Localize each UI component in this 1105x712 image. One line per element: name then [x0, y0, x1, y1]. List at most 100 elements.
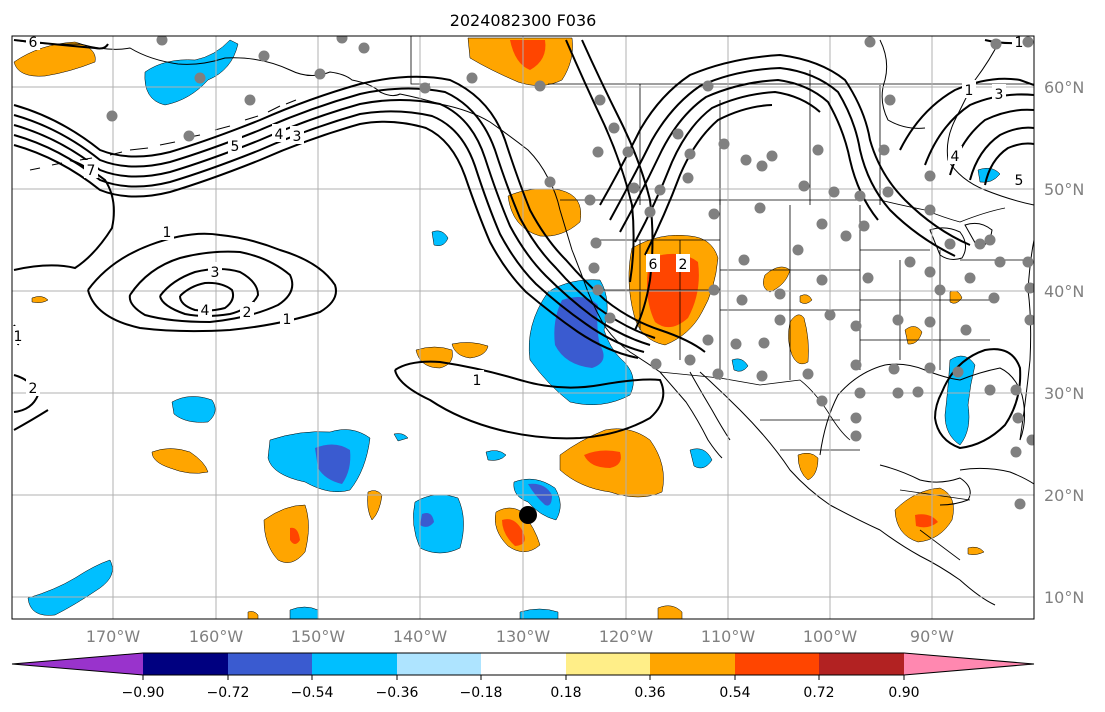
contour-jet-5 [13, 120, 639, 359]
station-dot [183, 130, 195, 142]
station-dot [892, 387, 904, 399]
map-panel: 1 2 3 4 1 1 5 4 3 7 6 6 2 1 [12, 35, 1034, 619]
station-dot [850, 320, 862, 332]
station-dot [824, 309, 836, 321]
neg-anomaly-small-3 [393, 433, 409, 442]
colorbar-bin-3 [312, 653, 397, 675]
coast-yucatan [879, 464, 971, 506]
colorbar-tick-label-8: 0.54 [719, 685, 750, 701]
station-dot [924, 170, 936, 182]
lat-label-10n: 10°N [1044, 588, 1084, 607]
station-dot [1024, 314, 1034, 326]
colorbar-tick-label-2: −0.72 [207, 685, 250, 701]
neg-anomaly-pacific-6 [289, 606, 319, 619]
contour-label-o: 3 [995, 87, 1004, 103]
pos-anomaly-plains [763, 266, 791, 293]
station-dot [718, 138, 730, 150]
station-dot [758, 337, 770, 349]
neg-anomaly-pacific-2-core [420, 513, 434, 527]
lon-label-100w: 100°W [803, 627, 858, 646]
station-dot [588, 262, 600, 274]
colorbar-bin-6 [566, 653, 650, 675]
contour-label-k: 6 [29, 35, 38, 51]
border-us-states [600, 200, 1030, 380]
coast-alaska [13, 39, 549, 179]
contour-jet-1 [13, 75, 706, 353]
contour-east-low-5 [984, 142, 1034, 186]
contour-west-edge-3 [13, 409, 49, 431]
storm-center-marker [519, 506, 537, 524]
station-dot [740, 154, 752, 166]
neg-anomaly-az [731, 358, 749, 372]
station-dot [812, 144, 824, 156]
station-dot [924, 362, 936, 374]
station-dot [960, 324, 972, 336]
contour-label-e: 1 [283, 312, 292, 328]
lat-label-40n: 40°N [1044, 282, 1084, 301]
pos-anomaly-great-basin-core [646, 253, 699, 328]
colorbar-tick-label-3: −0.54 [291, 685, 334, 701]
colorbar-ticks [142, 675, 905, 680]
station-dot [990, 38, 1002, 50]
border-us-canada [560, 199, 1006, 223]
station-dot [194, 72, 206, 84]
lon-label-120w: 120°W [599, 627, 654, 646]
contour-gulf-closed [933, 348, 1022, 450]
station-dot [608, 122, 620, 134]
station-dot [736, 294, 748, 306]
neg-anomaly-pacific-1-core [315, 444, 351, 484]
station-dot [828, 186, 840, 198]
contour-trough-1 [599, 53, 971, 246]
colorbar-bin-1 [143, 653, 228, 675]
station-dot [650, 358, 662, 370]
colorbar: −0.90 −0.72 −0.54 −0.36 −0.18 0.18 0.36 … [11, 652, 1035, 701]
contour-label-t: 2 [29, 381, 38, 397]
station-dot [590, 237, 602, 249]
station-dot [994, 256, 1006, 268]
station-dot [106, 110, 118, 122]
station-dot [156, 36, 168, 46]
station-dot [816, 218, 828, 230]
station-dot [712, 368, 724, 380]
station-dot [1012, 412, 1024, 424]
colorbar-bin-2 [228, 653, 312, 675]
coast-cuba [959, 467, 1034, 485]
neg-anomaly-pacific-3 [513, 478, 561, 521]
contour-label-g: 5 [231, 139, 240, 155]
station-dot [884, 94, 896, 106]
station-dot [904, 256, 916, 268]
contour-label-j: 7 [87, 163, 96, 179]
colorbar-tick-label-9: 0.72 [803, 685, 834, 701]
station-dot [892, 314, 904, 326]
station-dot [802, 368, 814, 380]
station-dot [1022, 256, 1034, 268]
station-dot [854, 190, 866, 202]
station-dot [584, 194, 596, 206]
coast-mexico-west [699, 371, 996, 606]
station-dot [816, 274, 828, 286]
station-dot [924, 266, 936, 278]
station-dot [604, 312, 616, 324]
contour-pacific-high-4 [179, 281, 235, 312]
contour-subtropical [394, 360, 665, 440]
coast-canada-east [946, 39, 1034, 206]
station-dot [912, 386, 924, 398]
station-dot [336, 36, 348, 44]
latitude-labels: 60°N 50°N 40°N 30°N 20°N 10°N [1044, 78, 1084, 607]
pos-anomaly-texas [788, 314, 809, 365]
border-us-mexico [659, 371, 851, 441]
station-dot [684, 148, 696, 160]
contour-jet-4 [13, 110, 645, 353]
station-dot [850, 430, 862, 442]
lon-label-170w: 170°W [86, 627, 141, 646]
pos-anomaly-alaska-west [13, 41, 96, 77]
station-dot [850, 359, 862, 371]
pos-anomaly-mexico [797, 452, 819, 481]
neg-anomaly-alaska [144, 39, 239, 106]
lon-label-150w: 150°W [291, 627, 346, 646]
station-dot [534, 80, 546, 92]
lat-label-60n: 60°N [1044, 78, 1084, 97]
station-dot [708, 208, 720, 220]
colorbar-tick-label-7: 0.36 [634, 685, 665, 701]
neg-anomaly-pacific-4 [171, 396, 216, 423]
